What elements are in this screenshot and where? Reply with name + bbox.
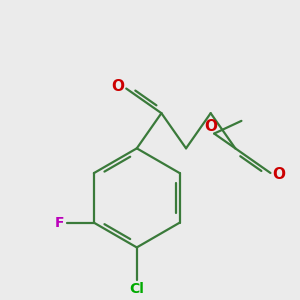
Text: O: O [204,119,218,134]
Text: O: O [112,80,124,94]
Text: O: O [272,167,285,182]
Text: Cl: Cl [129,282,144,296]
Text: F: F [55,216,64,230]
